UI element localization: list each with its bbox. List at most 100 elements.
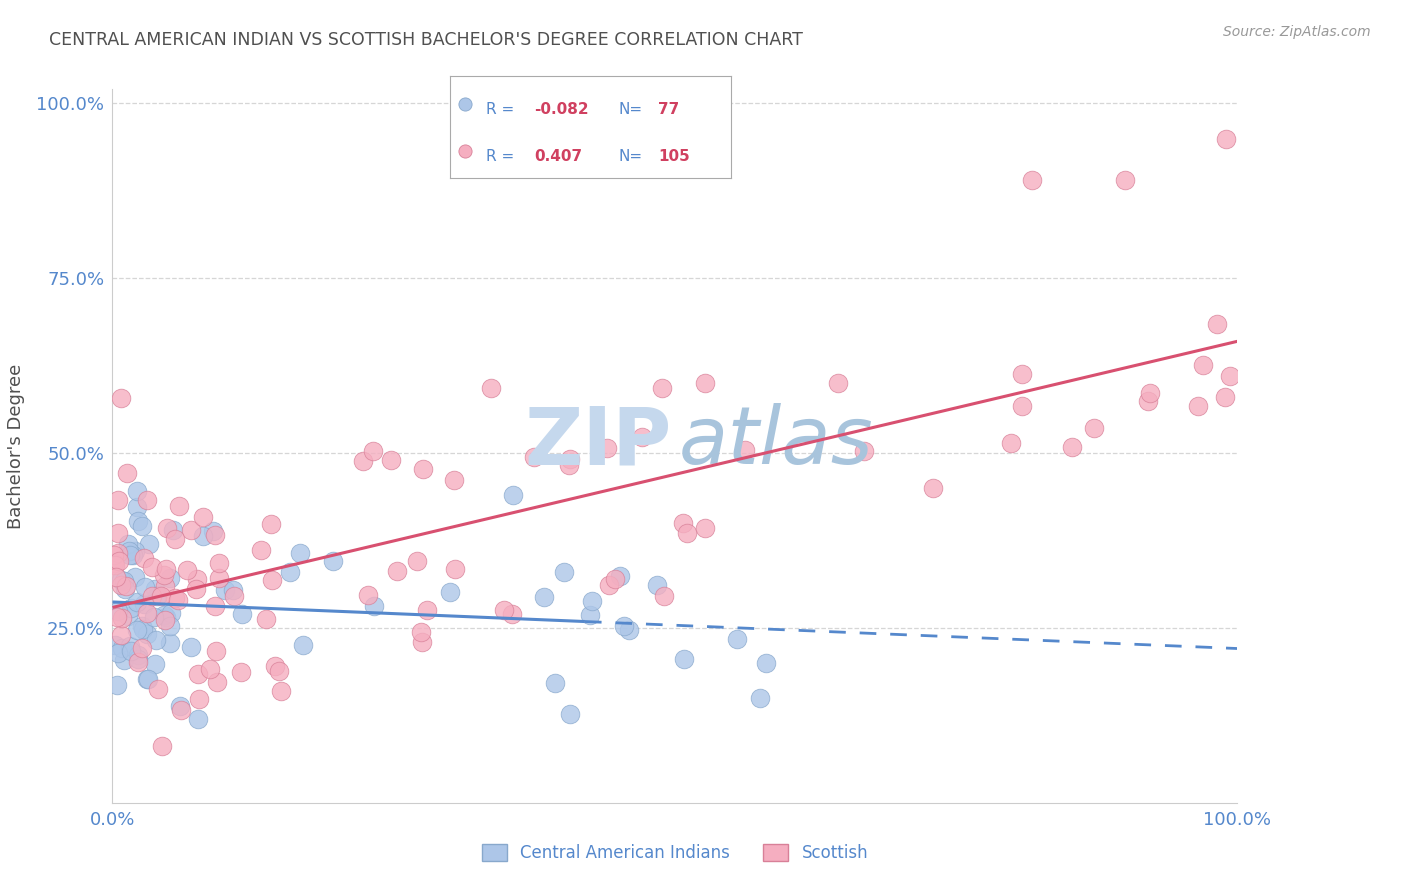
Point: [270, 683, 292, 698]
Point: [124, 570, 146, 584]
Point: [411, 635, 433, 649]
Point: [553, 565, 575, 579]
Point: [411, 625, 433, 640]
Point: [357, 588, 380, 602]
Point: [695, 521, 717, 535]
Point: [214, 583, 236, 598]
Point: [125, 595, 148, 609]
Point: [104, 570, 127, 584]
Point: [416, 603, 439, 617]
Point: [439, 584, 461, 599]
Point: [673, 651, 696, 665]
Point: [187, 666, 209, 681]
Point: [103, 558, 125, 573]
Point: [672, 516, 695, 530]
Point: [135, 626, 157, 640]
Point: [153, 607, 176, 622]
Point: [250, 543, 273, 558]
Text: Source: ZipAtlas.com: Source: ZipAtlas.com: [1223, 25, 1371, 39]
Point: [603, 572, 626, 586]
Y-axis label: Bachelor's Degree: Bachelor's Degree: [7, 363, 25, 529]
Point: [112, 653, 135, 667]
Point: [322, 554, 344, 568]
Point: [141, 589, 163, 603]
Point: [208, 570, 231, 584]
Point: [222, 589, 245, 603]
Point: [557, 458, 579, 473]
Point: [204, 644, 226, 658]
Point: [127, 484, 149, 499]
Point: [1062, 440, 1084, 454]
Point: [105, 610, 128, 624]
Point: [454, 144, 477, 158]
Point: [127, 648, 149, 663]
Point: [132, 551, 155, 566]
Point: [617, 623, 640, 637]
Point: [159, 571, 181, 585]
Point: [143, 610, 166, 624]
Point: [229, 665, 252, 679]
Point: [169, 500, 191, 514]
Point: [1205, 317, 1227, 331]
Point: [115, 579, 138, 593]
Point: [110, 573, 132, 587]
Point: [558, 707, 581, 722]
Point: [127, 500, 149, 515]
Point: [180, 524, 202, 538]
Point: [278, 566, 301, 580]
Point: [204, 599, 226, 613]
Point: [755, 657, 778, 671]
Point: [1083, 421, 1105, 435]
Point: [132, 622, 155, 636]
Point: [146, 682, 169, 697]
Point: [193, 509, 215, 524]
Point: [107, 493, 129, 508]
Point: [1215, 132, 1237, 146]
Point: [502, 488, 524, 502]
Point: [170, 702, 193, 716]
Point: [695, 376, 717, 390]
Point: [231, 607, 253, 622]
Point: [479, 382, 502, 396]
Point: [651, 381, 673, 395]
Text: 105: 105: [658, 149, 690, 164]
Point: [163, 591, 186, 606]
Point: [141, 560, 163, 574]
Point: [162, 523, 184, 537]
Point: [146, 588, 169, 602]
Point: [145, 632, 167, 647]
Point: [191, 529, 214, 543]
Point: [110, 640, 132, 655]
Point: [107, 604, 129, 618]
Point: [105, 678, 128, 692]
Point: [444, 562, 467, 576]
Point: [523, 450, 546, 465]
Point: [131, 518, 153, 533]
Point: [1213, 390, 1236, 404]
Point: [533, 591, 555, 605]
Point: [127, 655, 149, 669]
Point: [127, 652, 149, 666]
Point: [827, 376, 849, 390]
Point: [118, 544, 141, 558]
Point: [107, 526, 129, 541]
Text: CENTRAL AMERICAN INDIAN VS SCOTTISH BACHELOR'S DEGREE CORRELATION CHART: CENTRAL AMERICAN INDIAN VS SCOTTISH BACH…: [49, 31, 803, 49]
Point: [262, 573, 284, 587]
Point: [155, 579, 177, 593]
Point: [1011, 367, 1033, 381]
Point: [558, 452, 581, 467]
Point: [114, 582, 136, 596]
Point: [1114, 172, 1136, 186]
Point: [160, 607, 183, 621]
Point: [104, 638, 127, 652]
Point: [853, 444, 876, 458]
Point: [361, 443, 384, 458]
Point: [111, 611, 134, 625]
Point: [264, 658, 287, 673]
Point: [135, 673, 157, 687]
Point: [143, 582, 166, 596]
Point: [631, 430, 654, 444]
Point: [260, 516, 283, 531]
Point: [163, 532, 186, 546]
Point: [676, 525, 699, 540]
